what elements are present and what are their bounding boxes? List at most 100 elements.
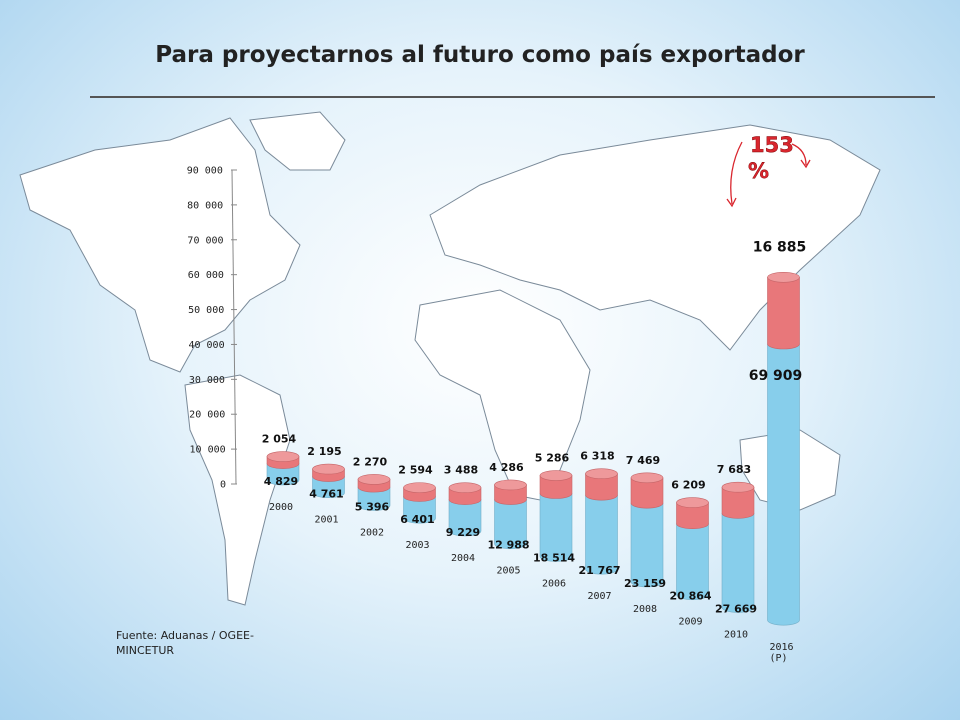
bar-segment-bottom xyxy=(312,476,345,499)
bar-9: 20 864 6 209 xyxy=(669,479,711,603)
bar-segment-bottom xyxy=(767,343,800,626)
data-label-bottom: 23 159 xyxy=(624,577,666,590)
data-label-bottom: 4 829 xyxy=(264,475,298,488)
y-tick-label: 30 000 xyxy=(189,375,225,386)
page-title: Para proyectarnos al futuro como país ex… xyxy=(155,42,805,68)
data-label-bottom: 12 988 xyxy=(487,539,529,552)
bar-segment-top xyxy=(721,486,755,519)
bar-segment-top xyxy=(630,477,664,509)
data-label-bottom: 9 229 xyxy=(446,526,480,539)
x-tick-label: 2005 xyxy=(497,566,521,577)
bar-11: 69 909 16 885 xyxy=(749,239,807,626)
bar-cap xyxy=(312,463,345,475)
down-arrow-icon xyxy=(730,141,743,205)
bar-cap xyxy=(767,272,800,283)
data-label-bottom: 4 761 xyxy=(309,488,343,501)
data-label-bottom: 27 669 xyxy=(715,602,757,615)
y-tick-label: 70 000 xyxy=(187,235,223,246)
bar-5: 12 988 4 286 xyxy=(487,461,529,552)
source-note: Fuente: Aduanas / OGEE-MINCETUR xyxy=(116,629,254,657)
data-label-top: 2 195 xyxy=(307,445,341,458)
data-label-top: 6 209 xyxy=(671,479,705,492)
bar-cap xyxy=(539,470,573,481)
x-tick-label: 2001 xyxy=(315,515,339,526)
bar-segment-bottom xyxy=(448,499,482,537)
bar-cap xyxy=(403,482,436,493)
bar-cap xyxy=(266,451,300,462)
data-label-top: 2 594 xyxy=(398,464,433,477)
bar-segment-top xyxy=(539,475,573,499)
bar-4: 9 229 3 488 xyxy=(444,464,482,539)
x-tick-label: 2000 xyxy=(269,502,293,513)
x-tick-label: 2006 xyxy=(542,578,566,589)
bar-segment-top xyxy=(767,277,800,350)
data-label-top: 4 286 xyxy=(489,461,524,474)
data-label-top: 16 885 xyxy=(753,239,807,255)
bar-3: 6 401 2 594 xyxy=(398,464,436,526)
bar-1: 4 761 2 195 xyxy=(307,445,345,501)
growth-unit: % xyxy=(748,159,769,183)
bar-cap xyxy=(494,479,527,491)
y-tick-label: 20 000 xyxy=(189,410,225,421)
bar-10: 27 669 7 683 xyxy=(715,463,757,615)
bar-cap xyxy=(721,481,755,493)
x-tick-label: 2009 xyxy=(679,617,703,628)
x-tick-label: (P) xyxy=(770,653,788,664)
arrowhead-icon xyxy=(726,197,737,208)
y-tick-label: 80 000 xyxy=(187,200,223,211)
bar-segment-bottom xyxy=(494,499,527,549)
x-tick-label: 2004 xyxy=(451,553,475,564)
bar-6: 18 514 5 286 xyxy=(533,452,575,565)
bar-2: 5 396 2 270 xyxy=(353,455,391,513)
x-tick-label: 2010 xyxy=(724,629,748,640)
arrowhead-icon xyxy=(800,159,811,169)
curved-arrow-icon xyxy=(791,143,807,166)
bar-segment-bottom xyxy=(539,493,573,562)
y-axis-line xyxy=(231,169,237,485)
bar-cap xyxy=(676,497,709,508)
bar-cap xyxy=(357,474,391,485)
bar-segment-bottom xyxy=(585,494,618,575)
data-label-top: 6 318 xyxy=(580,450,614,463)
title-divider xyxy=(90,96,935,98)
bar-cap xyxy=(448,482,482,494)
bar-segment-bottom xyxy=(403,496,436,524)
bar-segment-bottom xyxy=(721,513,755,613)
x-tick-label: 2016 xyxy=(770,642,794,653)
data-label-top: 5 286 xyxy=(535,452,570,465)
y-tick-label: 60 000 xyxy=(188,270,224,281)
x-tick-label: 2003 xyxy=(406,540,430,551)
data-label-bottom: 6 401 xyxy=(400,513,434,526)
y-tick-label: 50 000 xyxy=(188,305,224,316)
bar-0: 4 829 2 054 xyxy=(262,433,300,488)
bar-cap xyxy=(630,472,664,484)
data-label-top: 7 683 xyxy=(717,463,751,476)
y-tick-label: 90 000 xyxy=(187,166,223,177)
bar-segment-bottom xyxy=(357,486,391,511)
data-label-top: 2 270 xyxy=(353,455,388,468)
data-label-bottom: 69 909 xyxy=(749,368,803,384)
y-tick-label: 10 000 xyxy=(190,445,226,456)
bar-segment-bottom xyxy=(266,463,300,486)
data-label-top: 7 469 xyxy=(626,454,660,467)
data-label-bottom: 18 514 xyxy=(533,551,575,564)
x-tick-label: 2002 xyxy=(360,527,384,538)
bar-segment-bottom xyxy=(630,502,664,588)
data-label-top: 2 054 xyxy=(262,433,297,446)
y-tick-label: 0 xyxy=(220,480,226,491)
data-label-bottom: 5 396 xyxy=(355,500,390,513)
bar-7: 21 767 6 318 xyxy=(578,450,620,577)
world-map-background xyxy=(19,111,881,606)
bar-cap xyxy=(585,468,618,479)
growth-value: 153 xyxy=(750,133,794,157)
bar-segment-top xyxy=(585,473,618,501)
y-tick-label: 40 000 xyxy=(188,340,224,351)
data-label-bottom: 20 864 xyxy=(669,590,711,603)
x-tick-label: 2008 xyxy=(633,604,657,615)
data-label-top: 3 488 xyxy=(444,464,478,477)
bar-segment-bottom xyxy=(676,523,709,600)
x-tick-label: 2007 xyxy=(588,591,612,602)
bar-segment-top xyxy=(676,502,709,530)
bar-segment-top xyxy=(494,484,527,505)
